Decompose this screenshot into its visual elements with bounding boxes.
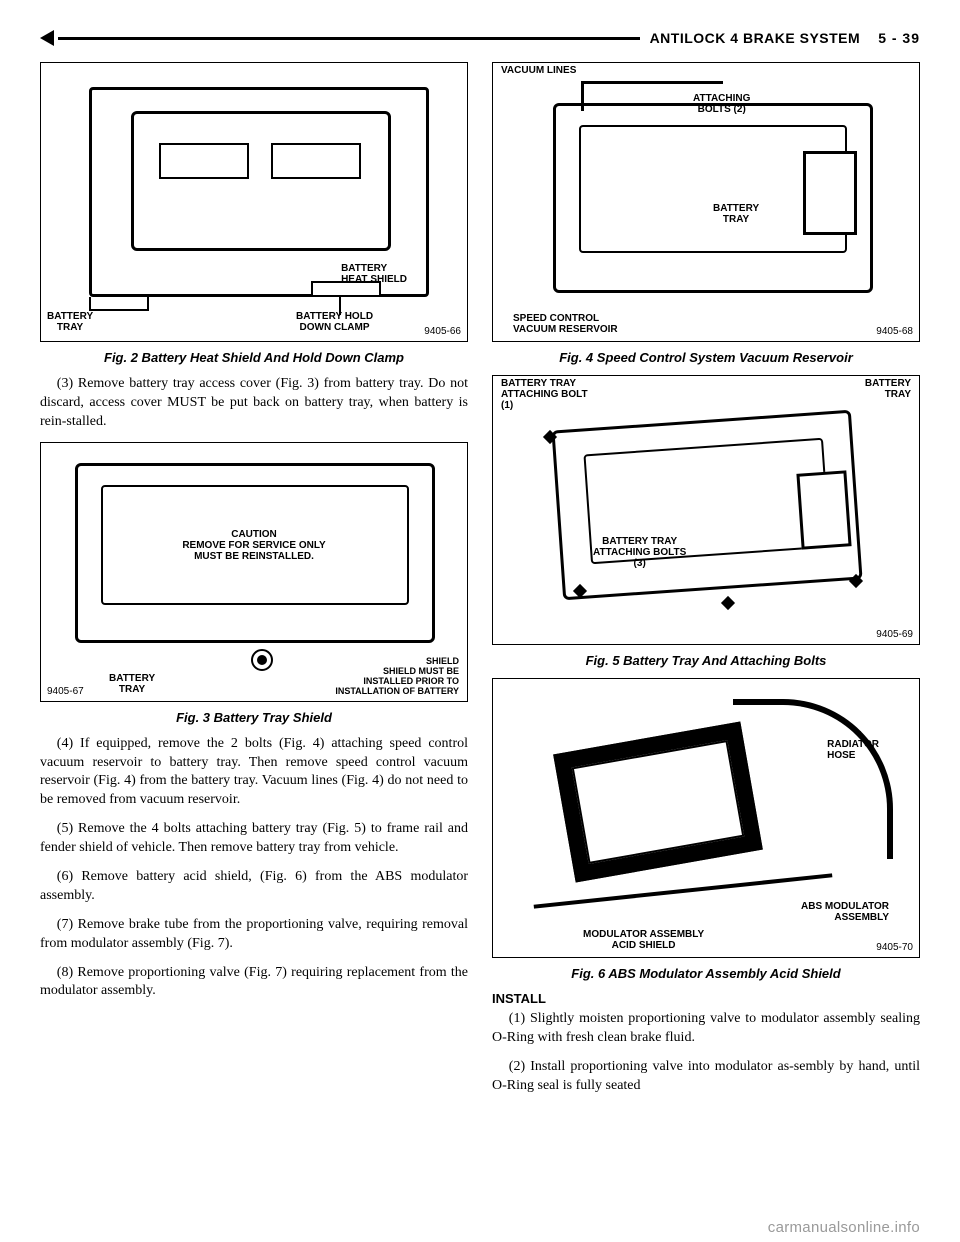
para-4: (4) If equipped, remove the 2 bolts (Fig… [40, 735, 468, 811]
figure-5: BATTERY TRAY ATTACHING BOLT (1) BATTERY … [492, 375, 920, 645]
install-heading: INSTALL [492, 991, 920, 1006]
watermark: carmanualsonline.info [768, 1219, 920, 1236]
fig3-label-shield-note: SHIELD SHIELD MUST BE INSTALLED PRIOR TO… [335, 657, 459, 697]
fig5-label-bottom-bolts: BATTERY TRAY ATTACHING BOLTS (3) [593, 536, 686, 569]
figure-6: RADIATOR HOSE ABS MODULATOR ASSEMBLY MOD… [492, 678, 920, 958]
fig2-caption: Fig. 2 Battery Heat Shield And Hold Down… [40, 350, 468, 365]
fig6-label-acid-shield: MODULATOR ASSEMBLY ACID SHIELD [583, 929, 704, 951]
section-title: ANTILOCK 4 BRAKE SYSTEM [650, 30, 861, 46]
fig2-label-battery-tray: BATTERY TRAY [47, 311, 93, 333]
figure-3: CAUTION REMOVE FOR SERVICE ONLY MUST BE … [40, 442, 468, 702]
fig4-ref: 9405-68 [876, 326, 913, 337]
header-arrow-icon [40, 30, 54, 46]
fig4-label-battery-tray: BATTERY TRAY [713, 203, 759, 225]
fig6-ref: 9405-70 [876, 942, 913, 953]
right-column: VACUUM LINES ATTACHING BOLTS (2) BATTERY… [492, 62, 920, 1096]
page-header: ANTILOCK 4 BRAKE SYSTEM 5 - 39 [40, 30, 920, 46]
install-para-1: (1) Slightly moisten proportioning valve… [492, 1010, 920, 1048]
fig6-caption: Fig. 6 ABS Modulator Assembly Acid Shiel… [492, 966, 920, 981]
para-8: (8) Remove proportioning valve (Fig. 7) … [40, 964, 468, 1002]
fig2-label-hold-down: BATTERY HOLD DOWN CLAMP [296, 311, 373, 333]
fig5-ref: 9405-69 [876, 629, 913, 640]
page-number: 5 - 39 [878, 30, 920, 46]
para-7: (7) Remove brake tube from the proportio… [40, 916, 468, 954]
fig5-label-top-bolt: BATTERY TRAY ATTACHING BOLT (1) [501, 378, 588, 411]
fig4-label-reservoir: SPEED CONTROL VACUUM RESERVOIR [513, 313, 618, 335]
fig3-label-battery-tray: BATTERY TRAY [109, 673, 155, 695]
fig6-label-radiator-hose: RADIATOR HOSE [827, 739, 879, 761]
fig3-ref: 9405-67 [47, 686, 84, 697]
header-rule [58, 37, 640, 40]
fig3-caution-text: CAUTION REMOVE FOR SERVICE ONLY MUST BE … [41, 529, 467, 562]
fig2-label-heat-shield: BATTERY HEAT SHIELD [341, 263, 407, 285]
fig3-caption: Fig. 3 Battery Tray Shield [40, 710, 468, 725]
para-3: (3) Remove battery tray access cover (Fi… [40, 375, 468, 432]
fig4-caption: Fig. 4 Speed Control System Vacuum Reser… [492, 350, 920, 365]
fig5-label-battery-tray: BATTERY TRAY [865, 378, 911, 400]
content-columns: BATTERY TRAY BATTERY HEAT SHIELD BATTERY… [40, 62, 920, 1096]
figure-4: VACUUM LINES ATTACHING BOLTS (2) BATTERY… [492, 62, 920, 342]
install-para-2: (2) Install proportioning valve into mod… [492, 1058, 920, 1096]
fig2-ref: 9405-66 [424, 326, 461, 337]
fig6-label-abs-modulator: ABS MODULATOR ASSEMBLY [801, 901, 889, 923]
fig5-caption: Fig. 5 Battery Tray And Attaching Bolts [492, 653, 920, 668]
para-6: (6) Remove battery acid shield, (Fig. 6)… [40, 868, 468, 906]
para-5: (5) Remove the 4 bolts attaching battery… [40, 820, 468, 858]
figure-2: BATTERY TRAY BATTERY HEAT SHIELD BATTERY… [40, 62, 468, 342]
fig4-label-vacuum-lines: VACUUM LINES [501, 65, 576, 76]
fig4-label-attaching-bolts: ATTACHING BOLTS (2) [693, 93, 750, 115]
left-column: BATTERY TRAY BATTERY HEAT SHIELD BATTERY… [40, 62, 468, 1096]
